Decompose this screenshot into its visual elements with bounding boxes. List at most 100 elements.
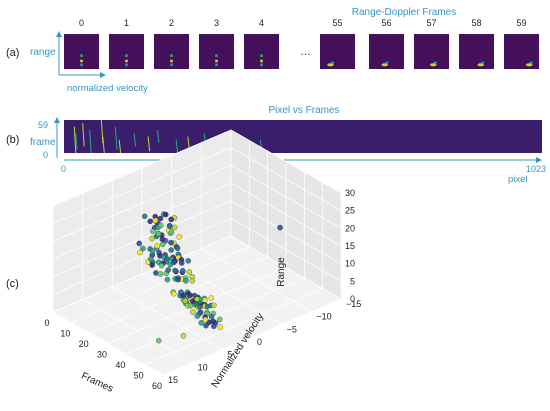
frame-target-dot — [170, 63, 173, 67]
frame-target-blob — [385, 61, 389, 64]
panel-b-title: Pixel vs Frames — [268, 105, 339, 116]
panel-b-ytick-bottom: 0 — [43, 150, 48, 160]
x-tick-label: 0 — [44, 318, 49, 328]
frame-tile-57 — [414, 34, 449, 69]
z-tick-label: 0 — [350, 294, 355, 304]
frame-label-59: 59 — [516, 18, 526, 28]
scatter-point — [155, 231, 162, 237]
scatter-point — [137, 249, 143, 256]
scatter-point — [210, 318, 217, 325]
grid-line — [82, 298, 193, 363]
scatter-point — [182, 297, 189, 304]
scatter-point — [208, 295, 215, 301]
pixel-frame-heatmap — [64, 120, 542, 153]
frame-tile-0 — [64, 34, 99, 69]
scatter-point — [171, 290, 177, 297]
panel-b-xtick-right: 1023 — [526, 164, 546, 174]
scatter-point — [194, 313, 201, 319]
scatter-point — [174, 245, 181, 251]
frame-target-blob — [526, 63, 533, 67]
scatter-point — [157, 215, 164, 222]
scatter-point — [203, 322, 209, 329]
scatter-point — [168, 239, 174, 246]
scatter-point — [171, 224, 178, 231]
frame-target-dot — [125, 54, 128, 57]
heatmap-trace — [175, 139, 179, 154]
y-tick-label: 0 — [257, 337, 262, 347]
panel-b-pixel-label: pixel — [508, 174, 528, 185]
scatter-point — [159, 236, 166, 243]
frame-tile-1 — [109, 34, 144, 69]
3d-axes-box — [52, 129, 342, 376]
grid-line — [230, 235, 342, 300]
frame-target-dot — [170, 59, 173, 63]
panel-c-label: (c) — [6, 278, 19, 290]
scatter-point — [152, 217, 159, 224]
panel-b-ytick-top: 59 — [38, 120, 48, 130]
frame-tile-55 — [320, 34, 355, 69]
scatter-point — [211, 323, 217, 330]
z-tick-label: 30 — [345, 188, 355, 198]
y-tick-label: 10 — [198, 362, 208, 372]
heatmap-trace — [114, 126, 118, 150]
x-axis-label: Frames — [79, 371, 114, 395]
scatter-point — [187, 292, 193, 298]
scatter-point — [147, 218, 153, 225]
scatter-point — [164, 256, 170, 262]
frame-tile-59 — [504, 34, 539, 69]
panel-a-title: Range-Doppler Frames — [352, 7, 457, 18]
frame-tile-58 — [459, 34, 494, 69]
scatter-point — [176, 234, 183, 240]
grid-line — [230, 182, 342, 247]
3d-scatter-points — [136, 211, 283, 344]
frame-label-0: 0 — [79, 18, 84, 28]
grid-line — [230, 200, 342, 265]
scatter-point — [158, 222, 164, 229]
heatmap-trace — [75, 133, 78, 150]
frame-target-dot — [260, 54, 263, 57]
scatter-point — [186, 269, 193, 275]
scatter-point — [175, 276, 181, 283]
frames-ellipsis: … — [300, 46, 311, 58]
scatter-point — [198, 320, 205, 326]
scatter-point — [189, 278, 196, 284]
y-tick-label: 15 — [168, 375, 178, 385]
scatter-point — [165, 267, 171, 273]
scatter-point — [157, 271, 164, 277]
frame-target-blob — [330, 61, 335, 64]
scatter-point — [180, 292, 187, 299]
scatter-point — [168, 247, 174, 253]
frame-target-dot — [125, 63, 128, 67]
heatmap-trace — [82, 123, 85, 147]
heatmap-trace — [118, 139, 122, 154]
grid-line — [230, 129, 342, 194]
frame-tile-3 — [199, 34, 234, 69]
scatter-point — [140, 245, 146, 252]
scatter-point — [167, 223, 173, 230]
grid-line — [52, 182, 232, 260]
frame-label-57: 57 — [426, 18, 436, 28]
frame-label-3: 3 — [214, 18, 219, 28]
z-tick-label: 25 — [345, 206, 355, 216]
y-tick-label: −5 — [287, 324, 297, 334]
grid-line — [230, 217, 342, 282]
scatter-point — [277, 224, 283, 231]
panel-b-xtick-left: 0 — [61, 164, 66, 174]
scatter-point — [183, 278, 189, 284]
y-tick-label: −15 — [346, 299, 361, 309]
panel-a-range-label: range — [30, 47, 56, 58]
frame-target-blob — [481, 61, 485, 64]
grid-line — [52, 164, 232, 242]
frame-tile-4 — [244, 34, 279, 69]
grid-line — [230, 147, 342, 212]
frame-target-blob — [430, 63, 437, 67]
scatter-point — [172, 267, 178, 274]
frame-target-dot — [80, 54, 83, 57]
frame-target-blob — [381, 63, 388, 67]
panel-b-label: (b) — [6, 134, 19, 146]
x-tick-label: 30 — [97, 350, 107, 360]
grid-line — [52, 217, 232, 295]
scatter-point — [150, 228, 156, 235]
